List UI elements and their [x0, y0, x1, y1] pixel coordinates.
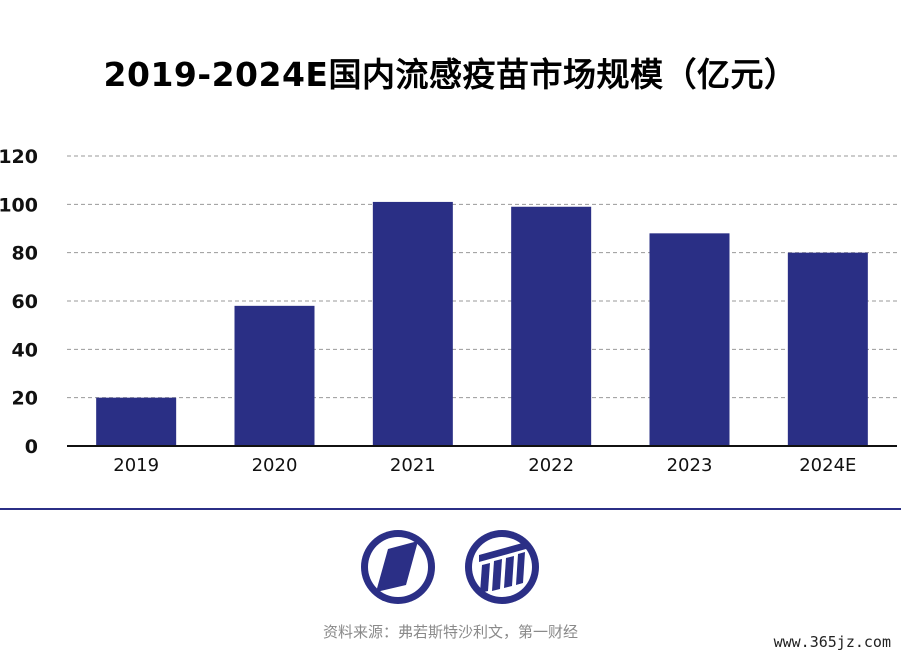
parallelogram-logo-icon — [361, 530, 435, 604]
x-tick-label: 2019 — [113, 455, 159, 476]
y-tick-label: 100 — [0, 194, 38, 216]
divider-line — [0, 508, 901, 510]
y-tick-label: 60 — [12, 291, 38, 313]
x-tick-label: 2022 — [528, 455, 574, 476]
gridlines — [67, 155, 897, 399]
y-tick-label: 0 — [25, 436, 38, 458]
x-tick-label: 2024E — [799, 455, 856, 476]
bars — [96, 201, 868, 446]
bar-2021 — [372, 201, 453, 446]
y-tick-label: 40 — [12, 339, 38, 361]
source-note: 资料来源：弗若斯特沙利文，第一财经 — [322, 623, 578, 641]
watermark: www.365jz.com — [773, 633, 891, 651]
bar-2023 — [649, 233, 730, 446]
bars-logo-icon — [465, 530, 539, 604]
bar-2020 — [234, 305, 315, 446]
y-axis-ticks: 0 20 40 60 80 100 120 — [0, 146, 38, 458]
y-tick-label: 120 — [0, 146, 38, 168]
bar-2024E — [787, 252, 868, 446]
bar-2019 — [96, 397, 177, 446]
x-tick-label: 2021 — [390, 455, 436, 476]
bar-chart: 0 20 40 60 80 100 120 2019 2020 2021 2022 2023 2024… — [0, 146, 897, 476]
chart-title: 2019-2024E国内流感疫苗市场规模（亿元） — [103, 55, 798, 94]
y-tick-label: 20 — [12, 388, 38, 410]
x-axis-ticks: 2019 2020 2021 2022 2023 2024E — [113, 455, 856, 476]
y-tick-label: 80 — [12, 243, 38, 265]
bar-2022 — [511, 206, 592, 446]
x-tick-label: 2020 — [252, 455, 298, 476]
x-tick-label: 2023 — [667, 455, 713, 476]
